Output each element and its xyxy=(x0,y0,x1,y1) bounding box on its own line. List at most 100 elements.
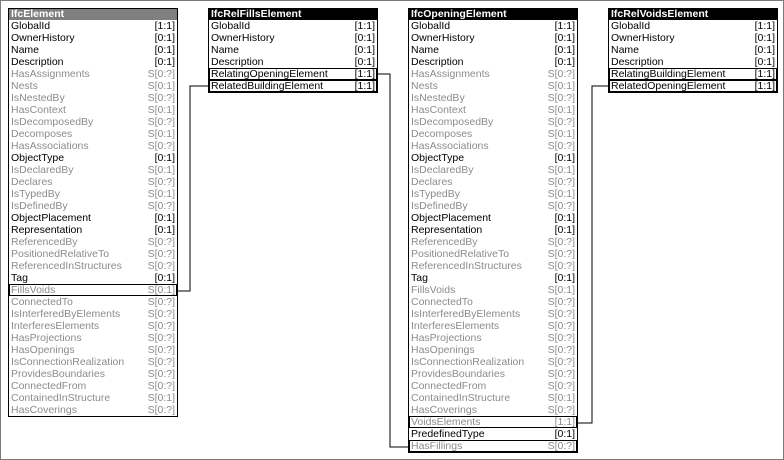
attribute-row-hascoverings[interactable]: HasCoverings S[0:?] xyxy=(9,404,177,416)
attribute-row-name[interactable]: Name [0:1] xyxy=(9,44,177,56)
attribute-row-referencedinstructures[interactable]: ReferencedInStructures S[0:?] xyxy=(409,260,577,272)
attribute-name: InterferesElements xyxy=(411,320,500,332)
attribute-row-relatedopeningelement[interactable]: RelatedOpeningElement [1:1] xyxy=(609,80,777,92)
attribute-row-containedinstructure[interactable]: ContainedInStructure S[0:1] xyxy=(409,392,577,404)
attribute-row-decomposes[interactable]: Decomposes S[0:1] xyxy=(9,128,177,140)
attribute-row-istypedby[interactable]: IsTypedBy S[0:1] xyxy=(9,188,177,200)
attribute-row-isdeclaredby[interactable]: IsDeclaredBy S[0:1] xyxy=(409,164,577,176)
attribute-cardinality: S[0:?] xyxy=(147,356,175,368)
attribute-name: ObjectType xyxy=(11,152,65,164)
attribute-row-fillsvoids[interactable]: FillsVoids S[0:1] xyxy=(9,284,177,296)
attribute-name: Nests xyxy=(411,80,438,92)
attribute-row-hascoverings[interactable]: HasCoverings S[0:?] xyxy=(409,404,577,416)
attribute-row-isinterferedbyelements[interactable]: IsInterferedByElements S[0:?] xyxy=(9,308,177,320)
attribute-row-hascontext[interactable]: HasContext S[0:1] xyxy=(9,104,177,116)
attribute-row-connectedfrom[interactable]: ConnectedFrom S[0:?] xyxy=(9,380,177,392)
attribute-row-name[interactable]: Name [0:1] xyxy=(609,44,777,56)
entity-ifc-element[interactable]: IfcElement GlobalId [1:1] OwnerHistory [0:1… xyxy=(8,8,178,417)
attribute-row-connectedto[interactable]: ConnectedTo S[0:?] xyxy=(9,296,177,308)
attribute-row-decomposes[interactable]: Decomposes S[0:1] xyxy=(409,128,577,140)
attribute-cardinality: S[0:?] xyxy=(147,140,175,152)
attribute-row-description[interactable]: Description [0:1] xyxy=(209,56,377,68)
link-relatingopening-hasfillings xyxy=(377,73,408,448)
attribute-row-declares[interactable]: Declares S[0:?] xyxy=(9,176,177,188)
attribute-row-isdeclaredby[interactable]: IsDeclaredBy S[0:1] xyxy=(9,164,177,176)
attribute-row-interfereselements[interactable]: InterferesElements S[0:?] xyxy=(9,320,177,332)
attribute-row-providesboundaries[interactable]: ProvidesBoundaries S[0:?] xyxy=(9,368,177,380)
attribute-row-hasprojections[interactable]: HasProjections S[0:?] xyxy=(9,332,177,344)
attribute-row-objecttype[interactable]: ObjectType [0:1] xyxy=(409,152,577,164)
attribute-row-fillsvoids[interactable]: FillsVoids S[0:1] xyxy=(409,284,577,296)
attribute-name: Name xyxy=(611,44,640,56)
attribute-row-objecttype[interactable]: ObjectType [0:1] xyxy=(9,152,177,164)
attribute-name: Name xyxy=(411,44,440,56)
attribute-cardinality: S[0:?] xyxy=(147,116,175,128)
attribute-row-ownerhistory[interactable]: OwnerHistory [0:1] xyxy=(9,32,177,44)
attribute-cardinality: [0:1] xyxy=(154,272,175,284)
attribute-row-interfereselements[interactable]: InterferesElements S[0:?] xyxy=(409,320,577,332)
attribute-row-globalid[interactable]: GlobalId [1:1] xyxy=(209,20,377,32)
attribute-row-containedinstructure[interactable]: ContainedInStructure S[0:1] xyxy=(9,392,177,404)
attribute-row-hasassociations[interactable]: HasAssociations S[0:?] xyxy=(409,140,577,152)
attribute-cardinality: [0:1] xyxy=(754,56,775,68)
attribute-row-representation[interactable]: Representation [0:1] xyxy=(9,224,177,236)
attribute-row-hasfillings[interactable]: HasFillings S[0:?] xyxy=(409,440,577,452)
attribute-row-hasassignments[interactable]: HasAssignments S[0:?] xyxy=(409,68,577,80)
attribute-row-declares[interactable]: Declares S[0:?] xyxy=(409,176,577,188)
attribute-row-isnestedby[interactable]: IsNestedBy S[0:?] xyxy=(9,92,177,104)
attribute-row-hasprojections[interactable]: HasProjections S[0:?] xyxy=(409,332,577,344)
entity-ifc-rel-voids-element[interactable]: IfcRelVoidsElement GlobalId [1:1] OwnerHis… xyxy=(608,8,778,93)
entity-ifc-opening-element[interactable]: IfcOpeningElement GlobalId [1:1] OwnerHist… xyxy=(408,8,578,453)
attribute-row-ownerhistory[interactable]: OwnerHistory [0:1] xyxy=(609,32,777,44)
attribute-row-hasassociations[interactable]: HasAssociations S[0:?] xyxy=(9,140,177,152)
attribute-row-tag[interactable]: Tag [0:1] xyxy=(409,272,577,284)
attribute-row-nests[interactable]: Nests S[0:1] xyxy=(409,80,577,92)
attribute-row-relatingopeningelement[interactable]: RelatingOpeningElement [1:1] xyxy=(209,68,377,80)
attribute-row-globalid[interactable]: GlobalId [1:1] xyxy=(409,20,577,32)
attribute-row-positionedrelativeto[interactable]: PositionedRelativeTo S[0:?] xyxy=(9,248,177,260)
attribute-row-isnestedby[interactable]: IsNestedBy S[0:?] xyxy=(409,92,577,104)
attribute-name: ObjectType xyxy=(411,152,465,164)
attribute-row-nests[interactable]: Nests S[0:1] xyxy=(9,80,177,92)
attribute-row-relatingbuildingelement[interactable]: RelatingBuildingElement [1:1] xyxy=(609,68,777,80)
attribute-row-connectedto[interactable]: ConnectedTo S[0:?] xyxy=(409,296,577,308)
attribute-row-hascontext[interactable]: HasContext S[0:1] xyxy=(409,104,577,116)
attribute-row-name[interactable]: Name [0:1] xyxy=(409,44,577,56)
attribute-row-isinterferedbyelements[interactable]: IsInterferedByElements S[0:?] xyxy=(409,308,577,320)
attribute-row-voidselements[interactable]: VoidsElements [1:1] xyxy=(409,416,577,428)
attribute-row-isdecomposedby[interactable]: IsDecomposedBy S[0:?] xyxy=(9,116,177,128)
attribute-row-isconnectionrealization[interactable]: IsConnectionRealization S[0:?] xyxy=(409,356,577,368)
attribute-row-providesboundaries[interactable]: ProvidesBoundaries S[0:?] xyxy=(409,368,577,380)
attribute-row-objectplacement[interactable]: ObjectPlacement [0:1] xyxy=(409,212,577,224)
attribute-row-relatedbuildingelement[interactable]: RelatedBuildingElement [1:1] xyxy=(209,80,377,92)
attribute-row-istypedby[interactable]: IsTypedBy S[0:1] xyxy=(409,188,577,200)
attribute-row-hasopenings[interactable]: HasOpenings S[0:?] xyxy=(409,344,577,356)
attribute-row-hasopenings[interactable]: HasOpenings S[0:?] xyxy=(9,344,177,356)
attribute-row-tag[interactable]: Tag [0:1] xyxy=(9,272,177,284)
attribute-row-hasassignments[interactable]: HasAssignments S[0:?] xyxy=(9,68,177,80)
attribute-row-representation[interactable]: Representation [0:1] xyxy=(409,224,577,236)
attribute-name: InterferesElements xyxy=(11,320,100,332)
entity-ifc-rel-fills-element[interactable]: IfcRelFillsElement GlobalId [1:1] OwnerHis… xyxy=(208,8,378,93)
attribute-name: IsDeclaredBy xyxy=(411,164,474,176)
attribute-row-referencedinstructures[interactable]: ReferencedInStructures S[0:?] xyxy=(9,260,177,272)
attribute-row-positionedrelativeto[interactable]: PositionedRelativeTo S[0:?] xyxy=(409,248,577,260)
attribute-row-description[interactable]: Description [0:1] xyxy=(9,56,177,68)
attribute-row-isdefinedby[interactable]: IsDefinedBy S[0:?] xyxy=(9,200,177,212)
attribute-row-ownerhistory[interactable]: OwnerHistory [0:1] xyxy=(409,32,577,44)
attribute-row-predefinedtype[interactable]: PredefinedType [0:1] xyxy=(409,428,577,440)
attribute-row-globalid[interactable]: GlobalId [1:1] xyxy=(9,20,177,32)
attribute-row-description[interactable]: Description [0:1] xyxy=(409,56,577,68)
attribute-row-connectedfrom[interactable]: ConnectedFrom S[0:?] xyxy=(409,380,577,392)
attribute-row-isdefinedby[interactable]: IsDefinedBy S[0:?] xyxy=(409,200,577,212)
attribute-row-globalid[interactable]: GlobalId [1:1] xyxy=(609,20,777,32)
attribute-row-referencedby[interactable]: ReferencedBy S[0:?] xyxy=(409,236,577,248)
attribute-row-referencedby[interactable]: ReferencedBy S[0:?] xyxy=(9,236,177,248)
attribute-row-objectplacement[interactable]: ObjectPlacement [0:1] xyxy=(9,212,177,224)
attribute-row-name[interactable]: Name [0:1] xyxy=(209,44,377,56)
attribute-cardinality: [0:1] xyxy=(154,56,175,68)
attribute-row-isconnectionrealization[interactable]: IsConnectionRealization S[0:?] xyxy=(9,356,177,368)
attribute-row-isdecomposedby[interactable]: IsDecomposedBy S[0:?] xyxy=(409,116,577,128)
attribute-row-description[interactable]: Description [0:1] xyxy=(609,56,777,68)
attribute-row-ownerhistory[interactable]: OwnerHistory [0:1] xyxy=(209,32,377,44)
